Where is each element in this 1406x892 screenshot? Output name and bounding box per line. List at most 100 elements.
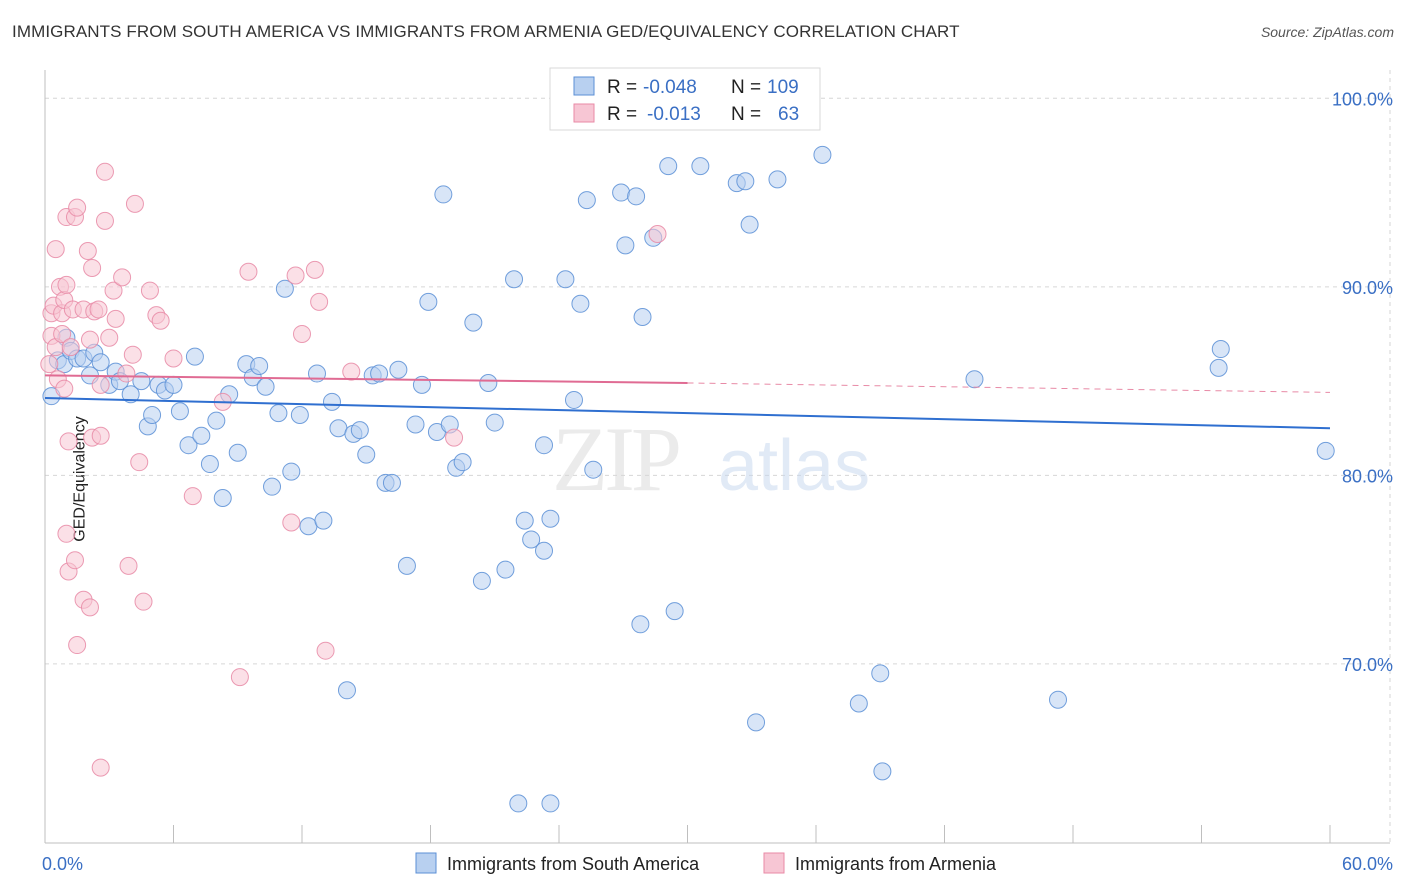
point-south-america-42 bbox=[329, 419, 348, 438]
point-south-america-60 bbox=[453, 453, 472, 472]
point-armenia-41 bbox=[117, 364, 136, 383]
point-south-america-52 bbox=[397, 556, 416, 575]
x-tick-label-0: 0.0% bbox=[42, 854, 83, 874]
svg-text:ZIP: ZIP bbox=[552, 408, 679, 510]
point-south-america-45 bbox=[350, 421, 369, 440]
point-armenia-53 bbox=[230, 668, 249, 687]
watermark: ZIP atlas bbox=[552, 408, 870, 510]
point-south-america-86 bbox=[665, 602, 684, 621]
trendline-armenia-extension bbox=[687, 382, 1331, 393]
point-armenia-5 bbox=[46, 240, 65, 259]
point-south-america-57 bbox=[434, 185, 453, 204]
point-south-america-61 bbox=[464, 313, 483, 332]
point-south-america-96 bbox=[871, 664, 890, 683]
x-tick-label-1: 60.0% bbox=[1342, 854, 1393, 874]
point-south-america-81 bbox=[627, 187, 646, 206]
point-armenia-39 bbox=[106, 309, 125, 328]
point-south-america-80 bbox=[616, 236, 635, 255]
point-armenia-11 bbox=[55, 379, 74, 398]
bottom-legend-swatch-pink bbox=[763, 852, 785, 874]
legend-n-label-1: N = bbox=[731, 77, 761, 98]
legend-swatch-pink bbox=[573, 103, 595, 123]
point-south-america-89 bbox=[736, 172, 755, 191]
chart-title: IMMIGRANTS FROM SOUTH AMERICA VS IMMIGRA… bbox=[12, 22, 960, 41]
point-south-america-76 bbox=[571, 294, 590, 313]
point-south-america-40 bbox=[314, 511, 333, 530]
point-armenia-55 bbox=[282, 513, 301, 532]
point-south-america-73 bbox=[541, 794, 560, 813]
point-armenia-34 bbox=[91, 758, 110, 777]
point-south-america-72 bbox=[541, 509, 560, 528]
point-south-america-85 bbox=[659, 157, 678, 176]
point-armenia-17 bbox=[61, 338, 80, 357]
point-armenia-21 bbox=[68, 198, 87, 217]
x-tick-labels: 0.0% 60.0% bbox=[42, 854, 1393, 874]
series-armenia bbox=[40, 162, 667, 777]
y-tick-labels: 70.0% 80.0% 90.0% 100.0% bbox=[1332, 89, 1393, 675]
point-south-america-83 bbox=[633, 307, 652, 326]
point-south-america-31 bbox=[250, 357, 269, 376]
legend-swatch-blue bbox=[573, 76, 595, 96]
point-south-america-34 bbox=[269, 404, 288, 423]
point-armenia-56 bbox=[286, 266, 305, 285]
point-south-america-67 bbox=[509, 794, 528, 813]
point-south-america-79 bbox=[612, 183, 631, 202]
point-armenia-26 bbox=[80, 330, 99, 349]
point-south-america-36 bbox=[282, 462, 301, 481]
point-south-america-99 bbox=[1049, 690, 1068, 709]
point-armenia-58 bbox=[305, 260, 324, 279]
point-south-america-75 bbox=[564, 390, 583, 409]
point-south-america-28 bbox=[228, 443, 247, 462]
point-south-america-48 bbox=[370, 364, 389, 383]
y-tick-label-2: 90.0% bbox=[1342, 278, 1393, 298]
legend-r-label-1: R = bbox=[607, 77, 637, 98]
point-south-america-41 bbox=[322, 392, 341, 411]
point-armenia-62 bbox=[445, 428, 464, 447]
point-south-america-53 bbox=[406, 415, 425, 434]
legend-n-label-2: N = bbox=[731, 104, 761, 125]
point-south-america-14 bbox=[132, 372, 151, 391]
point-south-america-92 bbox=[768, 170, 787, 189]
point-armenia-9 bbox=[53, 324, 72, 343]
point-south-america-46 bbox=[357, 445, 376, 464]
point-south-america-94 bbox=[813, 145, 832, 164]
point-armenia-54 bbox=[239, 262, 258, 281]
point-armenia-47 bbox=[140, 281, 159, 300]
point-armenia-36 bbox=[95, 211, 114, 230]
point-armenia-59 bbox=[310, 292, 329, 311]
point-south-america-70 bbox=[535, 436, 554, 455]
point-armenia-61 bbox=[342, 362, 361, 381]
bottom-legend-label-pink: Immigrants from Armenia bbox=[795, 854, 997, 874]
point-armenia-33 bbox=[91, 426, 110, 445]
legend-r-value-2: -0.013 bbox=[647, 104, 701, 125]
point-armenia-40 bbox=[113, 268, 132, 287]
point-armenia-14 bbox=[57, 524, 76, 543]
legend-r-value-1: -0.048 bbox=[643, 77, 697, 98]
point-south-america-74 bbox=[556, 270, 575, 289]
point-south-america-33 bbox=[263, 477, 282, 496]
point-south-america-20 bbox=[170, 402, 189, 421]
bottom-legend-label-blue: Immigrants from South America bbox=[447, 854, 700, 874]
point-south-america-71 bbox=[535, 541, 554, 560]
point-armenia-63 bbox=[648, 225, 667, 244]
point-south-america-32 bbox=[256, 377, 275, 396]
trendline-south-america bbox=[44, 397, 1331, 430]
point-armenia-37 bbox=[100, 328, 119, 347]
y-tick-label-3: 100.0% bbox=[1332, 89, 1393, 109]
point-south-america-38 bbox=[299, 517, 318, 536]
legend-n-value-2: 63 bbox=[778, 104, 799, 125]
trendlines bbox=[44, 374, 1331, 430]
point-south-america-50 bbox=[382, 473, 401, 492]
point-armenia-32 bbox=[91, 375, 110, 394]
point-armenia-35 bbox=[95, 162, 114, 181]
legend-box: R = -0.048 N = 109 R = -0.013 N = 63 bbox=[549, 67, 821, 131]
point-south-america-26 bbox=[213, 488, 232, 507]
point-armenia-16 bbox=[59, 432, 78, 451]
point-south-america-21 bbox=[179, 436, 198, 455]
point-armenia-50 bbox=[164, 349, 183, 368]
point-south-america-98 bbox=[965, 370, 984, 389]
point-south-america-37 bbox=[290, 406, 309, 425]
point-south-america-64 bbox=[485, 413, 504, 432]
point-south-america-66 bbox=[505, 270, 524, 289]
gridlines bbox=[45, 70, 1391, 843]
